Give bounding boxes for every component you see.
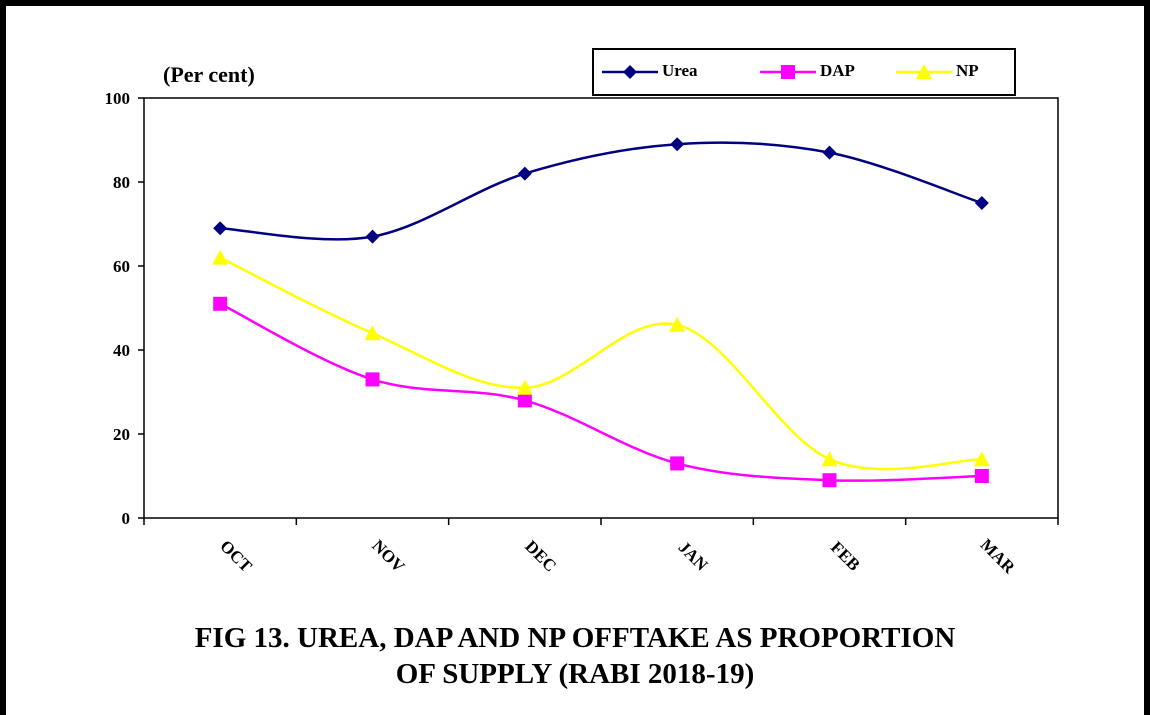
data-point-urea-mar [974,196,989,210]
legend-swatch-dap [760,65,816,79]
y-tick-label: 0 [122,509,131,528]
y-tick-label: 40 [113,341,130,360]
data-point-dap-jan [670,456,685,471]
data-point-np-mar [973,451,990,467]
data-point-dap-oct [213,296,228,311]
series-line-dap [219,302,982,482]
y-tick-label: 20 [113,425,130,444]
y-tick-label: 80 [113,173,130,192]
data-point-np-nov [364,325,381,341]
y-tick-label: 60 [113,257,130,276]
legend-label-np: NP [956,61,979,80]
legend-swatch-np [896,64,952,79]
data-point-np-jan [669,316,686,332]
series-line-urea [220,141,983,241]
series-line-np [219,256,982,471]
chart-title-line-1: FIG 13. UREA, DAP AND NP OFFTAKE AS PROP… [194,622,956,654]
data-point-np-dec [516,379,533,395]
x-tick-label: FEB [827,538,864,575]
data-point-dap-nov [365,372,380,387]
legend: Urea DAP NP [592,48,1016,96]
x-tick-label: JAN [675,538,712,575]
legend-swatch-urea [602,65,658,79]
data-point-urea-oct [213,221,228,236]
data-point-np-oct [212,249,229,265]
plot-area [143,97,1059,519]
legend-label-dap: DAP [820,61,855,80]
data-point-dap-mar [974,469,989,483]
x-tick-label: OCT [216,536,256,576]
x-tick-label: DEC [521,537,560,576]
chart-title: FIG 13. UREA, DAP AND NP OFFTAKE AS PROP… [0,620,1150,692]
data-point-urea-nov [365,229,380,244]
x-tick-label: NOV [368,536,409,577]
data-point-urea-dec [517,166,532,181]
chart-title-line-2: OF SUPPLY (RABI 2018-19) [395,658,755,690]
x-tick-label: MAR [977,535,1020,578]
y-axis-unit-label: (Per cent) [163,62,255,87]
data-point-dap-dec [517,393,532,408]
data-point-urea-feb [822,145,837,160]
data-point-urea-jan [670,137,685,152]
data-point-dap-feb [822,473,837,488]
legend-label-urea: Urea [662,61,698,80]
data-point-np-feb [821,451,838,467]
y-tick-label: 100 [105,89,131,108]
